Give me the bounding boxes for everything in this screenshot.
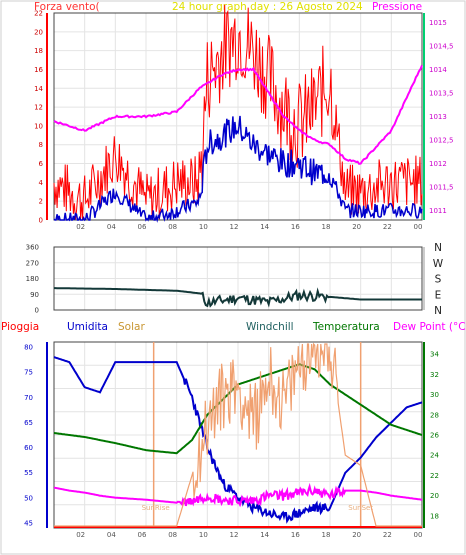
pressure-series-line <box>53 65 423 165</box>
temperature-tick-label: 32 <box>430 371 439 379</box>
temperature-tick-label: 28 <box>430 411 439 419</box>
gust-series-line <box>53 4 423 221</box>
x-tick-label: 10 <box>199 223 208 231</box>
wind-tick-label: 22 <box>34 10 43 18</box>
temperature-tick-label: 20 <box>430 492 439 500</box>
panel2-frame <box>53 246 423 311</box>
humidity-tick-label: 45 <box>24 519 33 527</box>
dew-point-c-series-line <box>53 482 423 508</box>
pressure-tick-label: 1014 <box>429 66 447 74</box>
pressure-tick-label: 1014,5 <box>429 42 454 50</box>
legend-umidita: Umidita <box>67 321 108 333</box>
wind-tick-label: 14 <box>34 85 43 93</box>
pressure-tick-label: 1011 <box>429 207 447 215</box>
x-tick-label: 22 <box>383 531 392 539</box>
temperature-tick-label: 18 <box>430 512 439 520</box>
temperature-tick-label: 30 <box>430 391 439 399</box>
x-tick-label: 04 <box>107 531 116 539</box>
humidity-tick-label: 50 <box>24 494 33 502</box>
humidity-tick-label: 75 <box>24 369 33 377</box>
wind-tick-label: 4 <box>39 179 44 187</box>
panel1-frame <box>53 12 423 221</box>
direction-tick-label: 270 <box>26 259 39 267</box>
wind-tick-label: 20 <box>34 28 43 36</box>
x-tick-label: 16 <box>291 531 300 539</box>
x-tick-label: 18 <box>322 223 331 231</box>
pressure-tick-label: 1013,5 <box>429 89 454 97</box>
pressure-tick-label: 1012 <box>429 160 447 168</box>
umidita-series-line <box>53 356 423 524</box>
temperature-tick-label: 34 <box>430 351 439 359</box>
humidity-tick-label: 70 <box>24 394 33 402</box>
wind-tick-label: 2 <box>39 198 43 206</box>
pressure-tick-label: 1012,5 <box>429 137 454 145</box>
wind-tick-label: 18 <box>34 47 43 55</box>
x-tick-label: 08 <box>168 531 177 539</box>
x-tick-label: 02 <box>76 531 85 539</box>
pressure-tick-label: 1013 <box>429 113 447 121</box>
wind-tick-label: 0 <box>39 217 43 225</box>
legend-pioggia: Pioggia <box>1 321 39 333</box>
x-tick-label: 02 <box>76 223 85 231</box>
wind-pressure-panel: 024681012141618202210111011,510121012,51… <box>34 4 454 231</box>
temperature-tick-label: 24 <box>430 452 439 460</box>
wind-tick-label: 12 <box>34 104 43 112</box>
humidity-tick-label: 55 <box>24 469 33 477</box>
legend-windchill: Windchill <box>246 321 294 333</box>
compass-label: E <box>435 289 442 301</box>
wind-direction-series-line <box>54 287 422 308</box>
x-tick-label: 20 <box>352 223 361 231</box>
x-tick-label: 14 <box>260 223 269 231</box>
sunset-label: SunSet <box>348 504 373 512</box>
wind-tick-label: 8 <box>39 141 43 149</box>
temperature-tick-label: 26 <box>430 432 439 440</box>
direction-tick-label: 0 <box>35 307 39 315</box>
legend-dew-point: Dew Point (°C) <box>393 321 466 333</box>
x-tick-label: 06 <box>138 531 147 539</box>
x-tick-label: 18 <box>322 531 331 539</box>
temperature-humidity-panel: 45 50 55 60 65 70 75 80 18 20 22 24 26 28 30 32 34 02 04 06… <box>24 341 439 539</box>
wind-speed-series-line <box>53 115 423 223</box>
chart-title: 24 hour graph day : 26 Agosto 2024 <box>172 1 363 13</box>
x-tick-label: 00 <box>414 531 423 539</box>
compass-label: S <box>435 274 442 286</box>
direction-tick-label: 90 <box>30 291 39 299</box>
compass-label: N <box>434 305 442 317</box>
wind-tick-label: 6 <box>39 160 44 168</box>
x-tick-label: 20 <box>352 531 361 539</box>
solar-series-line <box>54 342 422 527</box>
x-tick-label: 22 <box>383 223 392 231</box>
pressure-tick-label: 1011,5 <box>429 184 454 192</box>
legend-temperatura: Temperatura <box>312 321 380 333</box>
legend-solar: Solar <box>118 321 145 333</box>
x-tick-label: 00 <box>414 223 423 231</box>
humidity-tick-label: 60 <box>24 444 33 452</box>
wind-tick-label: 10 <box>34 122 43 130</box>
x-tick-label: 06 <box>138 223 147 231</box>
pressure-tick-label: 1015 <box>429 19 447 27</box>
temperature-tick-label: 22 <box>430 472 439 480</box>
humidity-tick-label: 80 <box>24 344 33 352</box>
x-tick-label: 04 <box>107 223 116 231</box>
x-tick-label: 16 <box>291 223 300 231</box>
wind-axis-label: Forza vento( <box>34 1 100 13</box>
direction-tick-label: 360 <box>26 244 39 252</box>
pressure-axis-label: Pressione <box>372 1 422 13</box>
compass-label: N <box>434 242 442 254</box>
x-tick-label: 12 <box>230 223 239 231</box>
direction-tick-label: 180 <box>26 275 39 283</box>
x-tick-label: 12 <box>230 531 239 539</box>
sunrise-label: SunRise <box>142 504 170 512</box>
x-tick-label: 10 <box>199 531 208 539</box>
x-tick-label: 14 <box>260 531 269 539</box>
x-tick-label: 08 <box>168 223 177 231</box>
humidity-tick-label: 65 <box>24 419 33 427</box>
compass-label: W <box>433 258 444 270</box>
wind-tick-label: 16 <box>34 66 43 74</box>
